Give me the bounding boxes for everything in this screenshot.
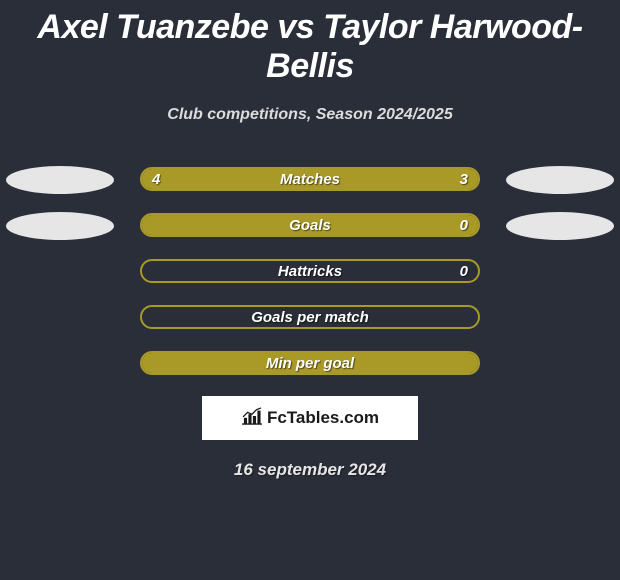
- stat-row: 0Hattricks: [0, 258, 620, 286]
- stat-pill: 43Matches: [140, 167, 480, 191]
- date-label: 16 september 2024: [0, 460, 620, 480]
- logo: FcTables.com: [241, 407, 379, 430]
- stat-row: Goals per match: [0, 304, 620, 332]
- stat-label: Matches: [142, 169, 478, 191]
- stat-pill: Min per goal: [140, 351, 480, 375]
- stat-label: Goals: [142, 215, 478, 237]
- page-title: Axel Tuanzebe vs Taylor Harwood-Bellis: [0, 0, 620, 86]
- left-ellipse: [6, 166, 114, 194]
- stat-row: 0Goals: [0, 212, 620, 240]
- stat-pill: Goals per match: [140, 305, 480, 329]
- chart-icon: [241, 407, 263, 430]
- stats-rows: 43Matches 0Goals 0Hattricks Goals per match…: [0, 166, 620, 378]
- right-ellipse: [506, 166, 614, 194]
- right-ellipse: [506, 212, 614, 240]
- stat-label: Goals per match: [142, 307, 478, 329]
- stat-row: Min per goal: [0, 350, 620, 378]
- left-ellipse: [6, 212, 114, 240]
- stat-pill: 0Goals: [140, 213, 480, 237]
- stat-label: Min per goal: [142, 353, 478, 375]
- page-subtitle: Club competitions, Season 2024/2025: [0, 106, 620, 124]
- logo-text: FcTables.com: [267, 408, 379, 428]
- stat-pill: 0Hattricks: [140, 259, 480, 283]
- stat-row: 43Matches: [0, 166, 620, 194]
- stat-label: Hattricks: [142, 261, 478, 283]
- logo-box: FcTables.com: [202, 396, 418, 440]
